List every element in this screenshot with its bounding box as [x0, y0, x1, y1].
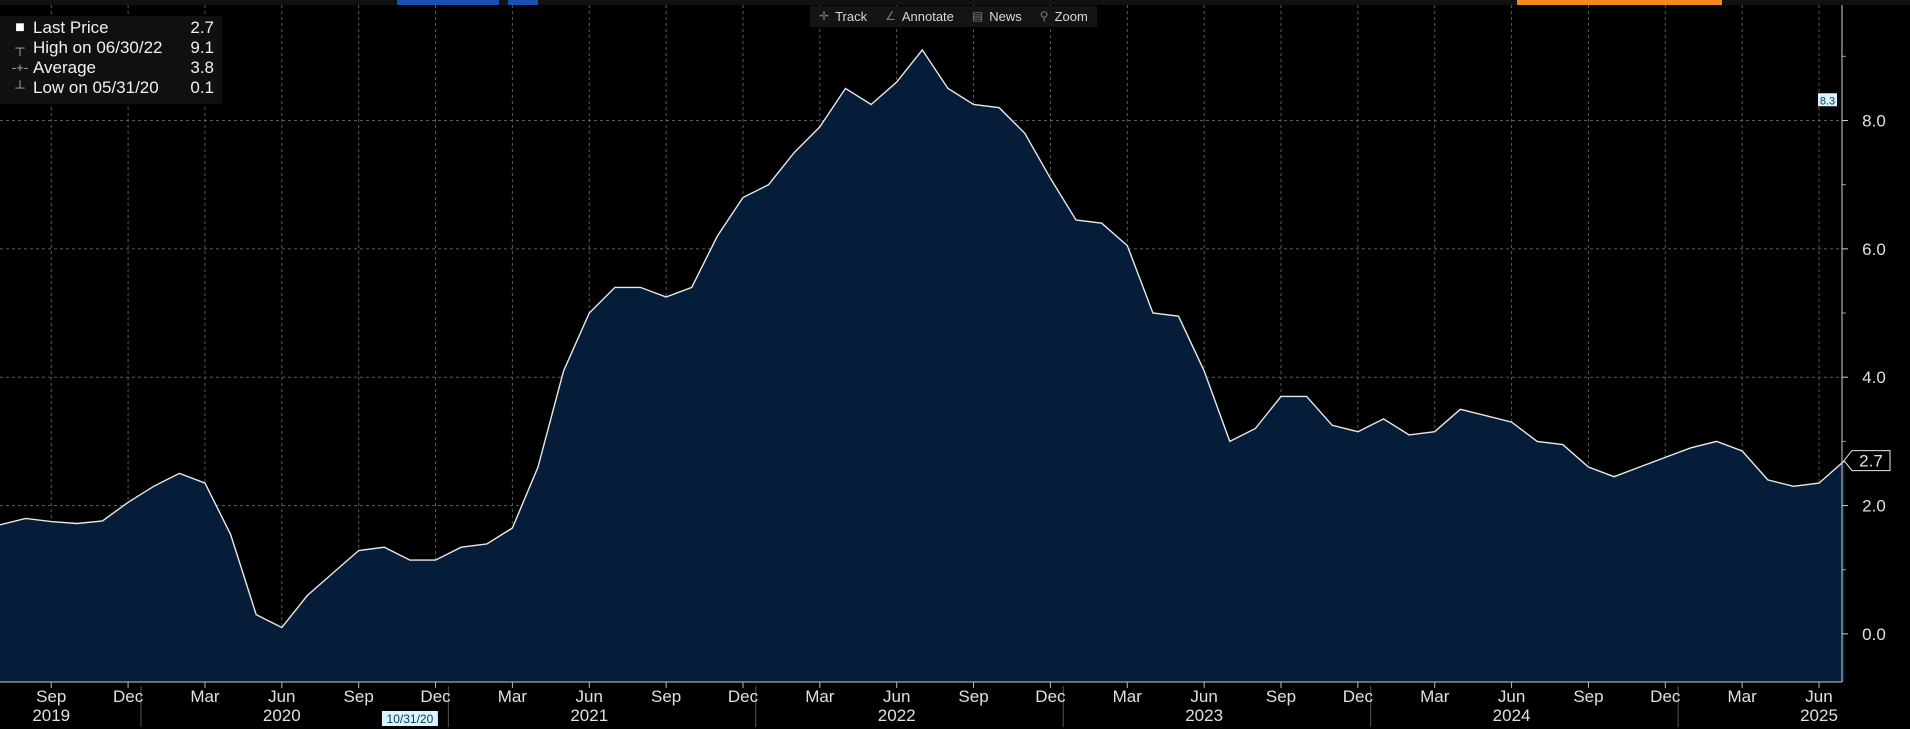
legend-label: High on 06/30/22	[33, 38, 163, 57]
top-tab-blue-1[interactable]	[397, 0, 499, 5]
y-tick-label: 2.0	[1862, 497, 1886, 516]
y-tick-label: 8.0	[1862, 112, 1886, 131]
legend-label: Low on 05/31/20	[33, 78, 159, 97]
x-year-label: 2022	[878, 706, 916, 725]
x-year-label: 2023	[1185, 706, 1223, 725]
track-label: Track	[835, 9, 868, 24]
chart-legend: ■ Last Price 2.7 ┬ High on 06/30/22 9.1 …	[0, 16, 222, 104]
x-year-label: 2024	[1493, 706, 1531, 725]
last-value-label: 2.7	[1859, 452, 1883, 471]
average-marker-icon: -+-	[11, 60, 29, 75]
last-value-box	[1843, 450, 1891, 472]
x-month-label: Mar	[1728, 687, 1758, 706]
x-month-label: Sep	[36, 687, 66, 706]
date-marker-label: 10/31/20	[387, 712, 434, 726]
x-month-label: Mar	[1113, 687, 1143, 706]
legend-high[interactable]: ┬ High on 06/30/22 9.1	[8, 38, 214, 58]
date-marker-box	[381, 711, 438, 726]
legend-value: 3.8	[190, 58, 214, 77]
x-month-label: Mar	[805, 687, 835, 706]
x-month-label: Jun	[1190, 687, 1217, 706]
x-month-label: Dec	[420, 687, 451, 706]
low-marker-icon: ┴	[15, 80, 25, 95]
annotate-button[interactable]: ∠ Annotate	[876, 6, 963, 27]
legend-value: 9.1	[190, 38, 214, 57]
y-tick-label: 6.0	[1862, 240, 1886, 259]
x-month-label: Sep	[344, 687, 374, 706]
x-month-label: Dec	[1035, 687, 1066, 706]
x-month-label: Jun	[1805, 687, 1832, 706]
x-month-label: Sep	[1266, 687, 1296, 706]
x-month-label: Dec	[728, 687, 759, 706]
x-year-label: 2020	[263, 706, 301, 725]
magnifier-icon: ⚲	[1039, 9, 1049, 23]
x-month-label: Dec	[1343, 687, 1374, 706]
x-month-label: Jun	[268, 687, 295, 706]
x-month-label: Mar	[498, 687, 528, 706]
annotate-label: Annotate	[901, 9, 954, 24]
x-month-label: Sep	[651, 687, 681, 706]
track-button[interactable]: ✛ Track	[810, 6, 876, 27]
x-month-label: Sep	[958, 687, 988, 706]
chart-series	[0, 48, 1846, 682]
series-line	[0, 48, 1846, 629]
last-value-tag: 2.7	[1843, 450, 1891, 472]
news-label: News	[989, 9, 1022, 24]
news-button[interactable]: ▤ News	[963, 6, 1031, 27]
chart-toolbar: ✛ Track ∠ Annotate ▤ News ⚲ Zoom	[810, 6, 1097, 27]
x-year-label: 2025	[1800, 706, 1838, 725]
x-month-label: Jun	[1498, 687, 1525, 706]
legend-average[interactable]: -+- Average 3.8	[8, 58, 214, 78]
top-tab-blue-2[interactable]	[508, 0, 538, 5]
news-icon: ▤	[971, 9, 984, 23]
x-month-label: Dec	[1650, 687, 1681, 706]
legend-value: 0.1	[190, 78, 214, 97]
legend-last-price[interactable]: ■ Last Price 2.7	[8, 18, 214, 38]
x-month-label: Jun	[883, 687, 910, 706]
x-month-label: Mar	[1420, 687, 1450, 706]
x-year-label: 2019	[32, 706, 70, 725]
x-month-label: Dec	[113, 687, 144, 706]
y-tick-label: 0.0	[1862, 625, 1886, 644]
x-year-label: 2021	[570, 706, 608, 725]
crosshair-icon: ✛	[819, 9, 830, 23]
top-tab-orange[interactable]	[1517, 0, 1722, 5]
x-month-label: Sep	[1573, 687, 1603, 706]
marker-label-box	[1818, 93, 1837, 107]
pencil-icon: ∠	[885, 9, 896, 23]
legend-value: 2.7	[190, 18, 214, 37]
top-strip	[0, 0, 1910, 5]
legend-label: Last Price	[33, 18, 109, 37]
square-marker-icon: ■	[15, 19, 25, 36]
zoom-label: Zoom	[1054, 9, 1088, 24]
legend-low[interactable]: ┴ Low on 05/31/20 0.1	[8, 78, 214, 98]
x-month-label: Jun	[576, 687, 603, 706]
y-tick-label: 4.0	[1862, 368, 1886, 387]
series-area	[0, 49, 1845, 682]
x-month-label: Mar	[190, 687, 220, 706]
zoom-button[interactable]: ⚲ Zoom	[1031, 6, 1097, 27]
marker-label: 8.3	[1820, 95, 1835, 107]
axes	[0, 5, 1848, 727]
high-marker-icon: ┬	[15, 40, 25, 55]
legend-label: Average	[33, 58, 97, 77]
axis-labels: 0.0 2.0 4.0 6.0 8.0 Sep Dec Mar Jun Sep Dec Mar Jun S…	[32, 93, 1891, 726]
